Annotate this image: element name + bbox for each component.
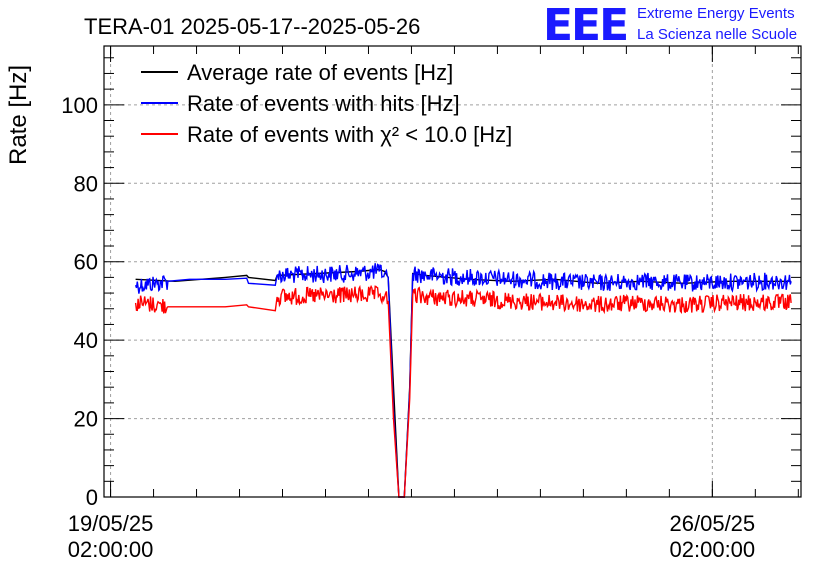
x-tick-label-time: 02:00:00 — [670, 537, 756, 562]
y-tick-label: 20 — [74, 407, 98, 432]
logo-mark: EEE — [543, 0, 627, 51]
eee-logo: EEE Extreme Energy Events La Scienza nel… — [543, 0, 797, 51]
series-hits — [134, 263, 792, 498]
x-tick-label-date: 26/05/25 — [670, 511, 756, 536]
legend: Average rate of events [Hz] Rate of even… — [141, 60, 512, 147]
legend-label-hits: Rate of events with hits [Hz] — [187, 91, 460, 116]
legend-label-average: Average rate of events [Hz] — [187, 60, 453, 85]
y-axis-label: Rate [Hz] — [5, 65, 32, 165]
y-tick-label: 60 — [74, 250, 98, 275]
logo-line-2: La Scienza nelle Scuole — [637, 26, 797, 43]
series-chi2 — [134, 284, 792, 498]
y-tick-label: 80 — [74, 171, 98, 196]
grid — [104, 46, 801, 497]
chart-title: TERA-01 2025-05-17--2025-05-26 — [84, 14, 420, 39]
plot-frame — [103, 45, 802, 498]
x-tick-label-date: 19/05/25 — [68, 511, 154, 536]
y-tick-label: 100 — [61, 93, 98, 118]
y-tick-label: 0 — [86, 485, 98, 510]
legend-label-chi2: Rate of events with χ² < 10.0 [Hz] — [187, 122, 512, 147]
x-tick-label-time: 02:00:00 — [68, 537, 154, 562]
tick-labels: 02040608010019/05/2502:00:0026/05/2502:0… — [61, 93, 755, 562]
series-lines — [134, 263, 792, 498]
logo-line-1: Extreme Energy Events — [637, 5, 795, 22]
y-tick-label: 40 — [74, 328, 98, 353]
